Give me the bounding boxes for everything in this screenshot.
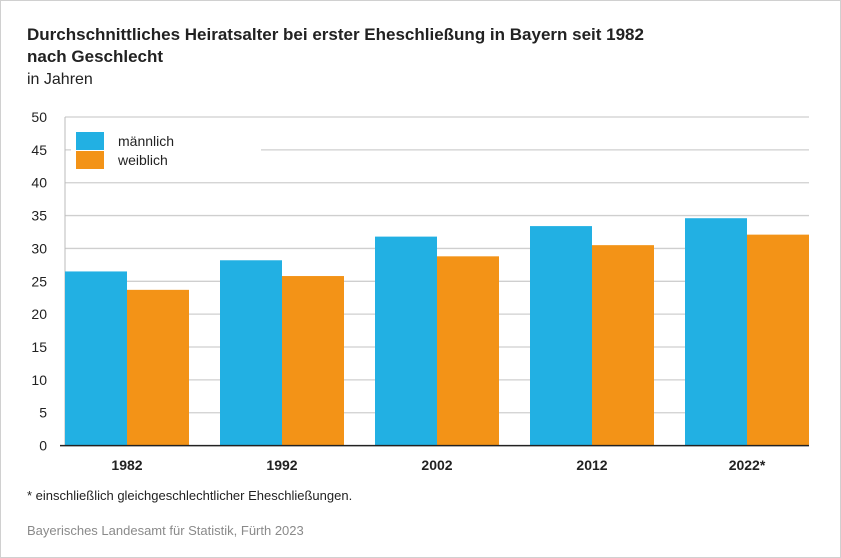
y-tick-label: 10	[31, 372, 47, 388]
legend-swatch-1	[76, 151, 104, 169]
y-tick-label: 35	[31, 208, 47, 224]
footnote: * einschließlich gleichgeschlechtlicher …	[27, 488, 353, 503]
y-tick-label: 25	[31, 273, 47, 289]
y-tick-label: 15	[31, 339, 47, 355]
bar-maennlich-2002	[375, 236, 437, 446]
y-tick-label: 20	[31, 306, 47, 322]
bar-maennlich-1982	[65, 271, 127, 446]
bar-weiblich-2012	[592, 245, 654, 446]
legend-swatch-0	[76, 132, 104, 150]
x-tick-label: 2002	[421, 457, 452, 473]
legend-label: männlich	[118, 133, 174, 149]
bar-maennlich-1992	[220, 260, 282, 446]
y-tick-label: 40	[31, 175, 47, 191]
chart-subtitle: in Jahren	[27, 71, 93, 88]
bar-weiblich-2022*	[747, 234, 809, 446]
y-tick-label: 45	[31, 142, 47, 158]
x-tick-label: 2012	[576, 457, 607, 473]
chart-title-line2: nach Geschlecht	[27, 47, 164, 66]
bar-weiblich-2002	[437, 256, 499, 446]
bar-maennlich-2012	[530, 226, 592, 446]
x-tick-label: 1982	[111, 457, 142, 473]
y-tick-label: 0	[39, 438, 47, 454]
bar-weiblich-1982	[127, 289, 189, 446]
y-tick-label: 30	[31, 240, 47, 256]
source: Bayerisches Landesamt für Statistik, Für…	[27, 523, 304, 538]
y-tick-label: 50	[31, 109, 47, 125]
bar-maennlich-2022*	[685, 218, 747, 446]
legend-label: weiblich	[117, 152, 168, 168]
x-tick-label: 2022*	[729, 457, 766, 473]
y-tick-label: 5	[39, 405, 47, 421]
x-tick-label: 1992	[266, 457, 297, 473]
chart-title: Durchschnittliches Heiratsalter bei erst…	[27, 25, 644, 44]
bar-weiblich-1992	[282, 276, 344, 446]
